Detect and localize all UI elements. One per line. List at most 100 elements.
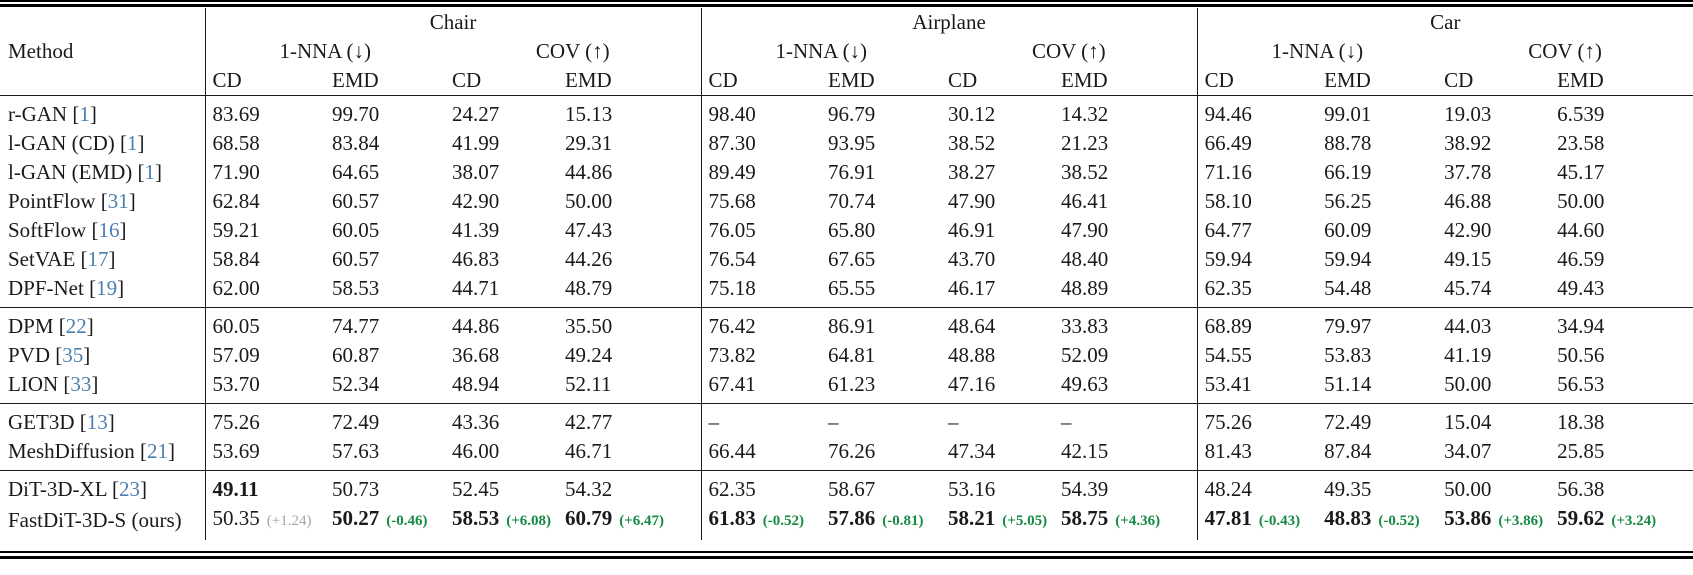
metric-value: 57.86 <box>828 506 876 530</box>
subcol-header-cd: CD <box>1196 66 1318 96</box>
delta-badge: (+3.86) <box>1498 513 1544 529</box>
metric-value: 79.97 <box>1324 314 1372 338</box>
metric-cell: 41.19 <box>1437 341 1550 370</box>
citation-link[interactable]: 17 <box>87 247 109 271</box>
metric-value: 30.12 <box>948 102 996 126</box>
metric-cell: 49.35 <box>1317 470 1438 504</box>
metric-value: 60.79 <box>565 506 613 530</box>
metric-cell: 50.00 <box>1437 370 1550 404</box>
metric-cell: 18.38 <box>1550 403 1693 437</box>
metric-cell: 52.45 <box>445 470 558 504</box>
metric-value: 38.27 <box>948 160 996 184</box>
citation-link[interactable]: 31 <box>107 189 129 213</box>
metric-value: 46.00 <box>452 439 500 463</box>
metric-cell: 45.17 <box>1550 158 1693 187</box>
metric-value: 64.77 <box>1204 218 1252 242</box>
metric-value: 71.16 <box>1204 160 1252 184</box>
metric-cell: 59.21 <box>204 216 325 245</box>
metric-value: 58.53 <box>452 506 500 530</box>
subcol-header-cd: CD <box>700 66 822 96</box>
metric-value: 46.41 <box>1061 189 1109 213</box>
metric-value: 15.04 <box>1444 410 1492 434</box>
metric-value: 54.55 <box>1204 343 1252 367</box>
metric-cell: 58.10 <box>1196 187 1318 216</box>
metric-cell: 75.26 <box>204 403 325 437</box>
delta-badge: (+3.24) <box>1611 513 1657 529</box>
method-cell: l-GAN (CD) [1] <box>8 131 145 155</box>
metric-value: 65.80 <box>828 218 876 242</box>
metric-value: 44.86 <box>565 160 613 184</box>
metric-value: 58.67 <box>828 477 876 501</box>
metric-cell: 60.05 <box>204 307 325 341</box>
metric-value: 75.18 <box>708 276 756 300</box>
citation-link[interactable]: 22 <box>65 314 87 338</box>
metric-value: 49.15 <box>1444 247 1492 271</box>
metric-cell: 53.70 <box>204 370 325 404</box>
citation-link[interactable]: 1 <box>126 131 138 155</box>
citation-link[interactable]: 1 <box>79 102 90 126</box>
metric-cell: 6.539 <box>1550 95 1693 129</box>
metric-cell: 46.71 <box>558 437 701 471</box>
row-group: DiT-3D-XL [23] 49.11 50.73 52.45 54.32 62.35 5… <box>0 470 1693 540</box>
metric-value: 60.09 <box>1324 218 1372 242</box>
metric-cell: 71.16 <box>1196 158 1318 187</box>
metric-cell: 76.42 <box>700 307 822 341</box>
metric-value: 49.11 <box>212 477 259 501</box>
metric-cell: 43.36 <box>445 403 558 437</box>
metric-cell: 50.00 <box>1437 470 1551 504</box>
category-header-airplane: Airplane <box>700 8 1198 37</box>
citation-link[interactable]: 16 <box>98 218 120 242</box>
method-name: DPF-Net <box>8 276 84 300</box>
metric-value: 61.23 <box>828 372 876 396</box>
subcol-header-emd: EMD <box>1061 68 1108 92</box>
metric-cell: 45.74 <box>1437 274 1550 308</box>
metric-cell: 41.39 <box>445 216 558 245</box>
metric-value: 50.35 <box>212 506 260 530</box>
metric-cell: 44.71 <box>445 274 558 308</box>
metric-value: 46.17 <box>948 276 996 300</box>
subcol-header-emd: EMD <box>1557 68 1604 92</box>
metric-header-cov: COV (↑) <box>1031 39 1106 63</box>
metric-cell: 38.52 <box>941 129 1054 158</box>
metric-cell: 54.55 <box>1196 341 1318 370</box>
metric-cell: 44.60 <box>1550 216 1693 245</box>
metric-cell: 44.86 <box>445 307 558 341</box>
subcol-header-cd: CD <box>948 68 978 92</box>
metric-cell: 49.24 <box>558 341 701 370</box>
metric-value: 49.63 <box>1061 372 1109 396</box>
table-row: DiT-3D-XL [23] 49.11 50.73 52.45 54.32 62.35 5… <box>0 470 1693 504</box>
metric-value: 46.91 <box>948 218 996 242</box>
citation-link[interactable]: 13 <box>86 410 108 434</box>
metric-cell: 42.77 <box>558 403 702 437</box>
metric-value: 41.99 <box>452 131 500 155</box>
metric-cell: 38.52 <box>1054 158 1197 187</box>
metric-value: 46.71 <box>565 439 613 463</box>
method-cell: SoftFlow [16] <box>8 218 127 242</box>
metric-value: 60.87 <box>332 343 380 367</box>
metric-value: 47.34 <box>948 439 996 463</box>
metric-value: 99.01 <box>1324 102 1372 126</box>
metric-cell: 57.63 <box>325 437 445 471</box>
metric-cell: 46.00 <box>445 437 558 471</box>
method-name: DPM <box>8 314 54 338</box>
top-rule-outer <box>0 0 1693 2</box>
metric-cell: 87.84 <box>1317 437 1437 471</box>
metric-value: 50.00 <box>565 189 613 213</box>
metric-cell: 15.04 <box>1437 403 1551 437</box>
citation-link[interactable]: 23 <box>119 477 141 501</box>
metric-cell: 89.49 <box>700 158 822 187</box>
metric-value: 76.54 <box>708 247 756 271</box>
citation-link[interactable]: 33 <box>70 372 92 396</box>
citation-link[interactable]: 21 <box>147 439 169 463</box>
method-cell: LION [33] <box>8 372 99 396</box>
citation-link[interactable]: 35 <box>62 343 84 367</box>
citation-link[interactable]: 19 <box>96 276 118 300</box>
metric-cell: 60.57 <box>325 187 445 216</box>
metric-cell: 64.65 <box>325 158 445 187</box>
metric-cell: 99.70 <box>325 95 445 129</box>
metric-cell: 79.97 <box>1317 307 1438 341</box>
metric-cell: 52.34 <box>325 370 445 404</box>
metric-cell: 46.59 <box>1550 245 1693 274</box>
metric-cell: 66.19 <box>1317 158 1437 187</box>
citation-link[interactable]: 1 <box>144 160 155 184</box>
